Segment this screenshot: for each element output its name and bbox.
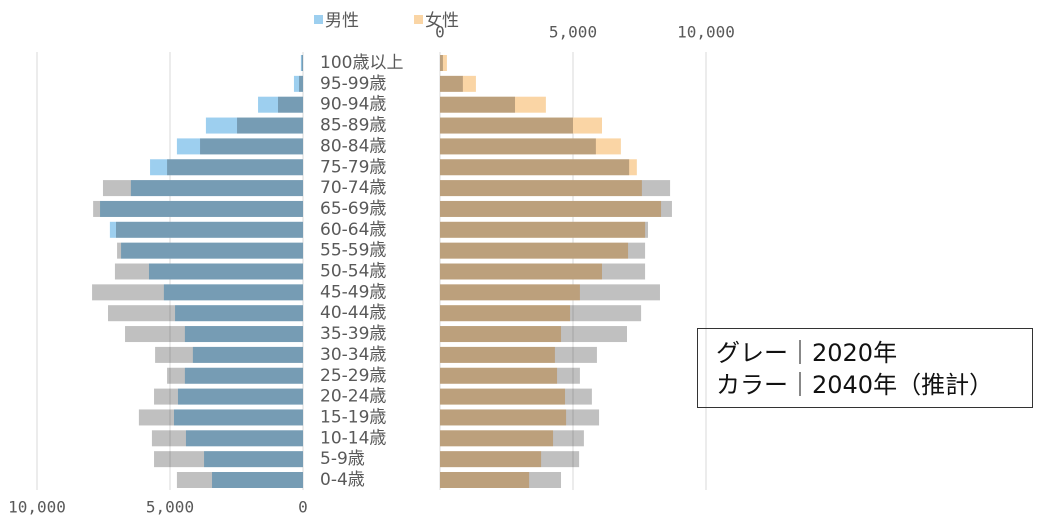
category-label: 40-44歳: [320, 303, 386, 323]
x-tick-label: 5,000: [146, 498, 194, 517]
bar-2020: [440, 326, 627, 343]
bar-2040: [440, 55, 447, 71]
legend-label: 女性: [425, 11, 459, 31]
bar-2020: [440, 346, 597, 363]
bar-2020: [93, 200, 303, 217]
category-label: 70-74歳: [320, 178, 386, 198]
bar-2020: [440, 55, 443, 71]
category-label: 35-39歳: [320, 324, 386, 344]
bar-2020: [102, 180, 303, 197]
x-tick-label: 10,000: [8, 498, 66, 517]
bar-2020: [440, 221, 649, 238]
bar-2020: [440, 451, 580, 468]
bar-2020: [440, 305, 642, 322]
category-label: 55-59歳: [320, 241, 386, 261]
bar-2020: [440, 263, 646, 280]
category-label: 85-89歳: [320, 116, 386, 136]
category-label: 45-49歳: [320, 282, 386, 302]
bar-2020: [440, 367, 580, 384]
bar-2020: [440, 138, 596, 155]
legend-label: 男性: [325, 11, 359, 31]
bar-2020: [151, 430, 303, 447]
category-label: 100歳以上: [320, 53, 403, 73]
bar-2020: [117, 242, 303, 259]
category-label: 5-9歳: [320, 449, 365, 469]
category-label: 15-19歳: [320, 407, 386, 427]
bar-2020: [440, 409, 600, 426]
bar-2020: [301, 55, 303, 71]
bar-2020: [116, 221, 303, 238]
bar-2020: [167, 367, 303, 384]
bar-2020: [440, 284, 660, 301]
bar-2020: [440, 96, 516, 113]
category-label: 25-29歳: [320, 366, 386, 386]
bar-2020: [440, 472, 562, 488]
bar-2020: [440, 430, 584, 447]
bar-2020: [277, 96, 303, 113]
category-label: 0-4歳: [320, 470, 365, 490]
x-tick-label: 10,000: [677, 23, 735, 42]
category-label: 80-84歳: [320, 136, 386, 156]
bar-2020: [440, 180, 671, 197]
bar-2020: [176, 472, 303, 488]
bar-2020: [138, 409, 303, 426]
bar-2020: [200, 138, 303, 155]
bar-2020: [237, 117, 303, 134]
bar-2020: [167, 159, 303, 176]
bar-2020: [125, 326, 304, 343]
category-label: 20-24歳: [320, 387, 386, 407]
x-tick-label: 0: [298, 498, 308, 517]
bar-2020: [114, 263, 303, 280]
legend-swatch: [414, 15, 423, 24]
bar-2020: [108, 305, 303, 322]
bar-2020: [299, 75, 303, 92]
category-label: 60-64歳: [320, 220, 386, 240]
category-label: 90-94歳: [320, 95, 386, 115]
bar-2020: [440, 117, 573, 134]
bar-2020: [440, 200, 672, 217]
bar-2040: [293, 75, 303, 92]
category-label: 50-54歳: [320, 262, 386, 282]
annotation: グレー｜2020年: [716, 339, 898, 367]
category-label: 65-69歳: [320, 199, 386, 219]
bar-2020: [440, 159, 630, 176]
bar-2020: [155, 346, 303, 363]
bar-2020: [440, 388, 592, 405]
x-tick-label: 5,000: [549, 23, 597, 42]
bar-2020: [154, 388, 303, 405]
bar-2020: [440, 75, 463, 92]
bar-2020: [440, 242, 646, 259]
category-label: 10-14歳: [320, 428, 386, 448]
bar-2020: [154, 451, 303, 468]
category-label: 95-99歳: [320, 74, 386, 94]
annotation-box: グレー｜2020年 カラー｜2040年（推計）: [697, 328, 1033, 408]
legend-swatch: [314, 15, 323, 24]
category-label: 30-34歳: [320, 345, 386, 365]
x-tick-label: 0: [435, 23, 445, 42]
bar-2020: [92, 284, 303, 301]
annotation: カラー｜2040年（推計）: [716, 371, 994, 399]
category-label: 75-79歳: [320, 157, 386, 177]
